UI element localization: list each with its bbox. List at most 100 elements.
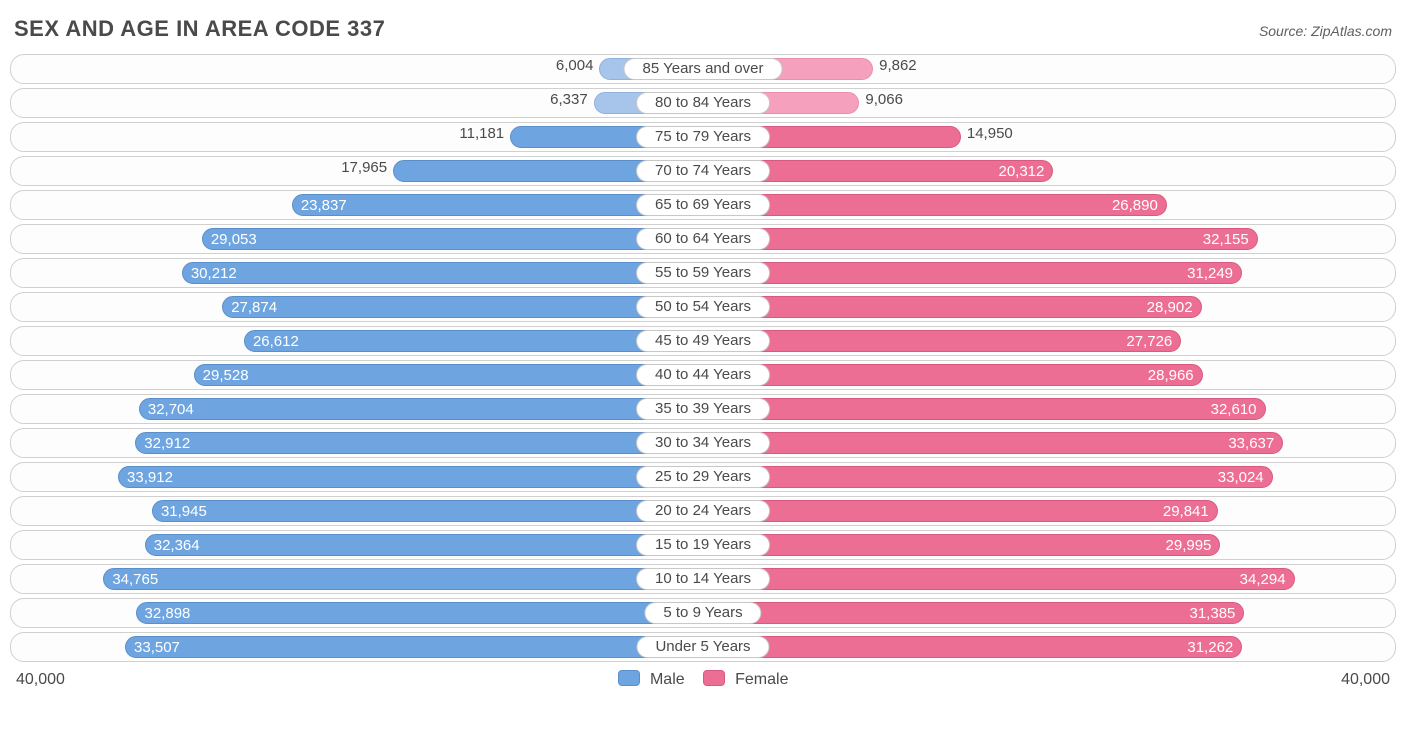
chart-row: 80 to 84 Years 6,337 9,066 bbox=[10, 88, 1396, 118]
male-value: 34,765 bbox=[112, 571, 158, 588]
chart-row: 32,704 32,610 35 to 39 Years bbox=[10, 394, 1396, 424]
female-bar: 26,890 bbox=[703, 194, 1167, 216]
male-value: 32,704 bbox=[148, 401, 194, 418]
female-bar: 27,726 bbox=[703, 330, 1181, 352]
chart-body: 85 Years and over 6,004 9,862 80 to 84 Year… bbox=[10, 54, 1396, 662]
male-value: 33,912 bbox=[127, 469, 173, 486]
age-label: 75 to 79 Years bbox=[636, 126, 770, 148]
male-value: 11,181 bbox=[459, 125, 504, 142]
male-value: 17,965 bbox=[341, 159, 387, 176]
age-label: 10 to 14 Years bbox=[636, 568, 770, 590]
male-value: 6,337 bbox=[550, 91, 588, 108]
chart-title: SEX AND AGE IN AREA CODE 337 bbox=[14, 16, 385, 42]
male-value: 31,945 bbox=[161, 503, 207, 520]
age-label: 5 to 9 Years bbox=[644, 602, 761, 624]
chart-row: 30,21231,24955 to 59 Years bbox=[10, 258, 1396, 288]
female-bar: 32,155 bbox=[703, 228, 1258, 250]
age-label: 85 Years and over bbox=[624, 58, 783, 80]
female-value: 26,890 bbox=[1112, 197, 1158, 214]
female-bar: 33,024 bbox=[703, 466, 1273, 488]
chart-row: 27,874 28,902 50 to 54 Years bbox=[10, 292, 1396, 322]
age-label: 60 to 64 Years bbox=[636, 228, 770, 250]
male-value: 27,874 bbox=[231, 299, 277, 316]
age-label: 35 to 39 Years bbox=[636, 398, 770, 420]
female-value: 31,249 bbox=[1187, 265, 1233, 282]
age-label: 25 to 29 Years bbox=[636, 466, 770, 488]
chart-row: 20,312 70 to 74 Years 17,965 bbox=[10, 156, 1396, 186]
male-bar: 33,507 bbox=[125, 636, 703, 658]
legend-center: Male Female bbox=[65, 670, 1341, 689]
legend-swatch-female bbox=[703, 670, 725, 686]
chart-row: 32,364 29,995 15 to 19 Years bbox=[10, 530, 1396, 560]
legend-female: Female bbox=[703, 670, 789, 689]
female-value: 28,902 bbox=[1147, 299, 1193, 316]
male-value: 26,612 bbox=[253, 333, 299, 350]
female-value: 9,066 bbox=[865, 91, 903, 108]
chart-row: 33,912 33,024 25 to 29 Years bbox=[10, 462, 1396, 492]
age-label: 15 to 19 Years bbox=[636, 534, 770, 556]
chart-row: 31,945 29,84120 to 24 Years bbox=[10, 496, 1396, 526]
male-value: 30,212 bbox=[191, 265, 237, 282]
female-value: 33,024 bbox=[1218, 469, 1264, 486]
female-bar: 31,385 bbox=[703, 602, 1244, 624]
age-label: Under 5 Years bbox=[636, 636, 769, 658]
female-value: 14,950 bbox=[967, 125, 1013, 142]
male-bar: 30,212 bbox=[182, 262, 703, 284]
female-value: 34,294 bbox=[1240, 571, 1286, 588]
male-value: 32,912 bbox=[144, 435, 190, 452]
chart-row: 26,612 27,726 45 to 49 Years bbox=[10, 326, 1396, 356]
male-bar: 32,364 bbox=[145, 534, 703, 556]
age-label: 65 to 69 Years bbox=[636, 194, 770, 216]
age-label: 80 to 84 Years bbox=[636, 92, 770, 114]
male-bar: 33,912 bbox=[118, 466, 703, 488]
male-bar: 32,898 bbox=[136, 602, 703, 624]
chart-row: 85 Years and over 6,004 9,862 bbox=[10, 54, 1396, 84]
male-value: 32,364 bbox=[154, 537, 200, 554]
female-value: 32,155 bbox=[1203, 231, 1249, 248]
axis-max-left: 40,000 bbox=[16, 671, 65, 689]
female-bar: 31,249 bbox=[703, 262, 1242, 284]
age-label: 50 to 54 Years bbox=[636, 296, 770, 318]
male-bar: 31,945 bbox=[152, 500, 703, 522]
chart-row: 75 to 79 Years 11,181 14,950 bbox=[10, 122, 1396, 152]
female-value: 31,262 bbox=[1187, 639, 1233, 656]
male-value: 32,898 bbox=[145, 605, 191, 622]
age-label: 20 to 24 Years bbox=[636, 500, 770, 522]
chart-row: 32,91233,63730 to 34 Years bbox=[10, 428, 1396, 458]
legend-female-label: Female bbox=[735, 671, 788, 688]
female-bar: 29,995 bbox=[703, 534, 1220, 556]
chart-source: Source: ZipAtlas.com bbox=[1259, 23, 1392, 39]
age-label: 40 to 44 Years bbox=[636, 364, 770, 386]
female-value: 32,610 bbox=[1211, 401, 1257, 418]
male-value: 6,004 bbox=[556, 57, 594, 74]
female-value: 9,862 bbox=[879, 57, 917, 74]
female-bar: 29,841 bbox=[703, 500, 1218, 522]
female-value: 20,312 bbox=[998, 163, 1044, 180]
female-bar: 28,966 bbox=[703, 364, 1203, 386]
female-value: 29,995 bbox=[1166, 537, 1212, 554]
male-bar: 34,765 bbox=[103, 568, 703, 590]
male-value: 33,507 bbox=[134, 639, 180, 656]
chart-header: SEX AND AGE IN AREA CODE 337 Source: Zip… bbox=[10, 10, 1396, 54]
male-value: 29,053 bbox=[211, 231, 257, 248]
chart-row: 23,837 26,890 65 to 69 Years bbox=[10, 190, 1396, 220]
female-value: 27,726 bbox=[1126, 333, 1172, 350]
male-bar: 29,053 bbox=[202, 228, 703, 250]
age-label: 70 to 74 Years bbox=[636, 160, 770, 182]
female-bar: 33,637 bbox=[703, 432, 1283, 454]
female-bar: 31,262 bbox=[703, 636, 1242, 658]
axis-max-right: 40,000 bbox=[1341, 671, 1390, 689]
male-bar: 27,874 bbox=[222, 296, 703, 318]
legend-swatch-male bbox=[618, 670, 640, 686]
chart-row: 33,507 31,262 Under 5 Years bbox=[10, 632, 1396, 662]
male-bar: 32,912 bbox=[135, 432, 703, 454]
age-label: 45 to 49 Years bbox=[636, 330, 770, 352]
male-value: 29,528 bbox=[203, 367, 249, 384]
female-bar: 28,902 bbox=[703, 296, 1202, 318]
female-value: 33,637 bbox=[1228, 435, 1274, 452]
legend-male-label: Male bbox=[650, 671, 685, 688]
legend-row: 40,000 Male Female 40,000 bbox=[10, 666, 1396, 689]
male-bar: 32,704 bbox=[139, 398, 703, 420]
chart-row: 29,053 32,155 60 to 64 Years bbox=[10, 224, 1396, 254]
male-value: 23,837 bbox=[301, 197, 347, 214]
